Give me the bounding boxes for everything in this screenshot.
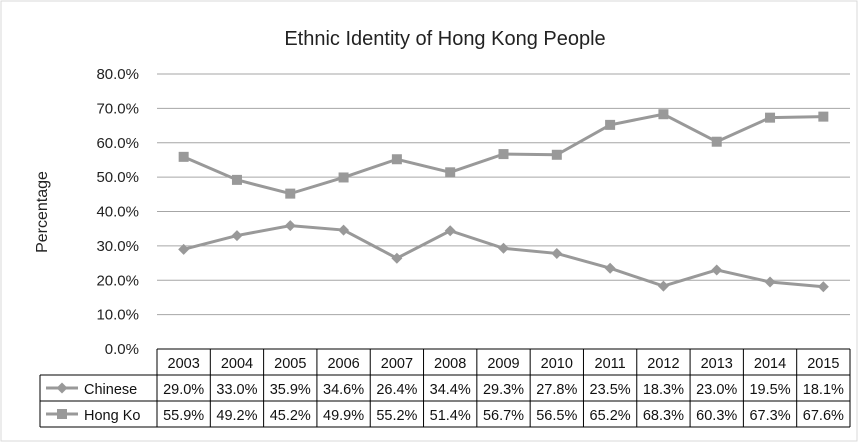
y-tick-label: 70.0%	[96, 100, 139, 117]
data-point	[711, 264, 723, 276]
data-label: 45.2%	[270, 408, 311, 424]
data-label: 55.9%	[163, 408, 204, 424]
data-label: 23.5%	[590, 382, 631, 398]
data-label: 65.2%	[590, 408, 631, 424]
data-point	[498, 149, 509, 160]
x-tick-label: 2008	[434, 356, 466, 372]
data-point	[231, 230, 243, 242]
data-point	[657, 280, 669, 292]
data-point	[231, 174, 242, 185]
data-point	[338, 172, 349, 183]
x-tick-label: 2009	[487, 356, 519, 372]
data-point	[604, 262, 616, 274]
x-tick-label: 2014	[754, 356, 786, 372]
y-tick-label: 0.0%	[105, 341, 139, 358]
data-point	[817, 281, 829, 293]
data-label: 49.9%	[323, 408, 364, 424]
data-point	[551, 247, 563, 259]
data-point	[178, 243, 190, 255]
data-label: 19.5%	[749, 382, 790, 398]
y-tick-label: 50.0%	[96, 169, 139, 186]
data-label: 34.6%	[323, 382, 364, 398]
data-point	[445, 167, 456, 178]
data-table: 2003 2004 2005 2006 2007 2008 2009 2010 2011 2012…	[39, 348, 851, 428]
data-label: 27.8%	[536, 382, 577, 398]
data-point	[711, 136, 722, 147]
gridlines	[157, 73, 850, 316]
x-tick-label: 2005	[274, 356, 306, 372]
series-layer	[178, 109, 829, 293]
y-axis-label: Percentage	[34, 171, 51, 253]
y-tick-label: 80.0%	[96, 66, 139, 83]
data-point	[338, 224, 350, 236]
data-label: 23.0%	[696, 382, 737, 398]
data-label: 29.3%	[483, 382, 524, 398]
y-tick-label: 60.0%	[96, 135, 139, 152]
chart-title: Ethnic Identity of Hong Kong People	[284, 28, 605, 50]
data-point	[658, 109, 669, 120]
legend-label: Chinese	[84, 382, 137, 398]
x-tick-label: 2007	[381, 356, 413, 372]
x-tick-label: 2015	[807, 356, 839, 372]
x-tick-label: 2003	[168, 356, 200, 372]
data-label: 33.0%	[216, 382, 257, 398]
data-point	[551, 149, 562, 160]
data-label: 56.5%	[536, 408, 577, 424]
x-tick-label: 2010	[541, 356, 573, 372]
y-tick-label: 10.0%	[96, 307, 139, 324]
legend-marker	[56, 382, 68, 394]
y-tick-label: 20.0%	[96, 272, 139, 289]
x-tick-label: 2006	[327, 356, 359, 372]
data-label: 34.4%	[430, 382, 471, 398]
data-label: 67.6%	[803, 408, 844, 424]
series-1	[178, 220, 829, 293]
series-2	[178, 109, 829, 199]
data-label: 60.3%	[696, 408, 737, 424]
legend-label: Hong Ko	[84, 408, 140, 424]
data-label: 49.2%	[216, 408, 257, 424]
data-point	[818, 111, 829, 122]
x-tick-label: 2004	[221, 356, 253, 372]
y-tick-label: 30.0%	[96, 238, 139, 255]
data-point	[444, 225, 456, 237]
x-tick-label: 2012	[647, 356, 679, 372]
data-point	[285, 188, 296, 199]
data-label: 68.3%	[643, 408, 684, 424]
legend-marker	[57, 409, 67, 419]
x-tick-label: 2011	[595, 356, 626, 372]
y-axis-ticks: 0.0% 10.0% 20.0% 30.0% 40.0% 50.0% 60.0% 70.0% 8…	[96, 66, 139, 358]
data-point	[498, 242, 509, 254]
x-tick-label: 2013	[701, 356, 733, 372]
data-label: 35.9%	[270, 382, 311, 398]
data-point	[764, 276, 776, 288]
data-point	[284, 220, 296, 232]
data-point	[391, 154, 402, 165]
data-point	[391, 252, 403, 264]
data-label: 18.3%	[643, 382, 684, 398]
data-label: 55.2%	[376, 408, 417, 424]
data-point	[178, 151, 189, 162]
y-tick-label: 40.0%	[96, 204, 139, 221]
data-label: 18.1%	[803, 382, 844, 398]
data-point	[765, 112, 776, 123]
data-label: 29.0%	[163, 382, 204, 398]
data-label: 26.4%	[376, 382, 417, 398]
data-label: 51.4%	[430, 408, 471, 424]
data-label: 56.7%	[483, 408, 524, 424]
data-point	[605, 119, 616, 130]
data-label: 67.3%	[749, 408, 790, 424]
